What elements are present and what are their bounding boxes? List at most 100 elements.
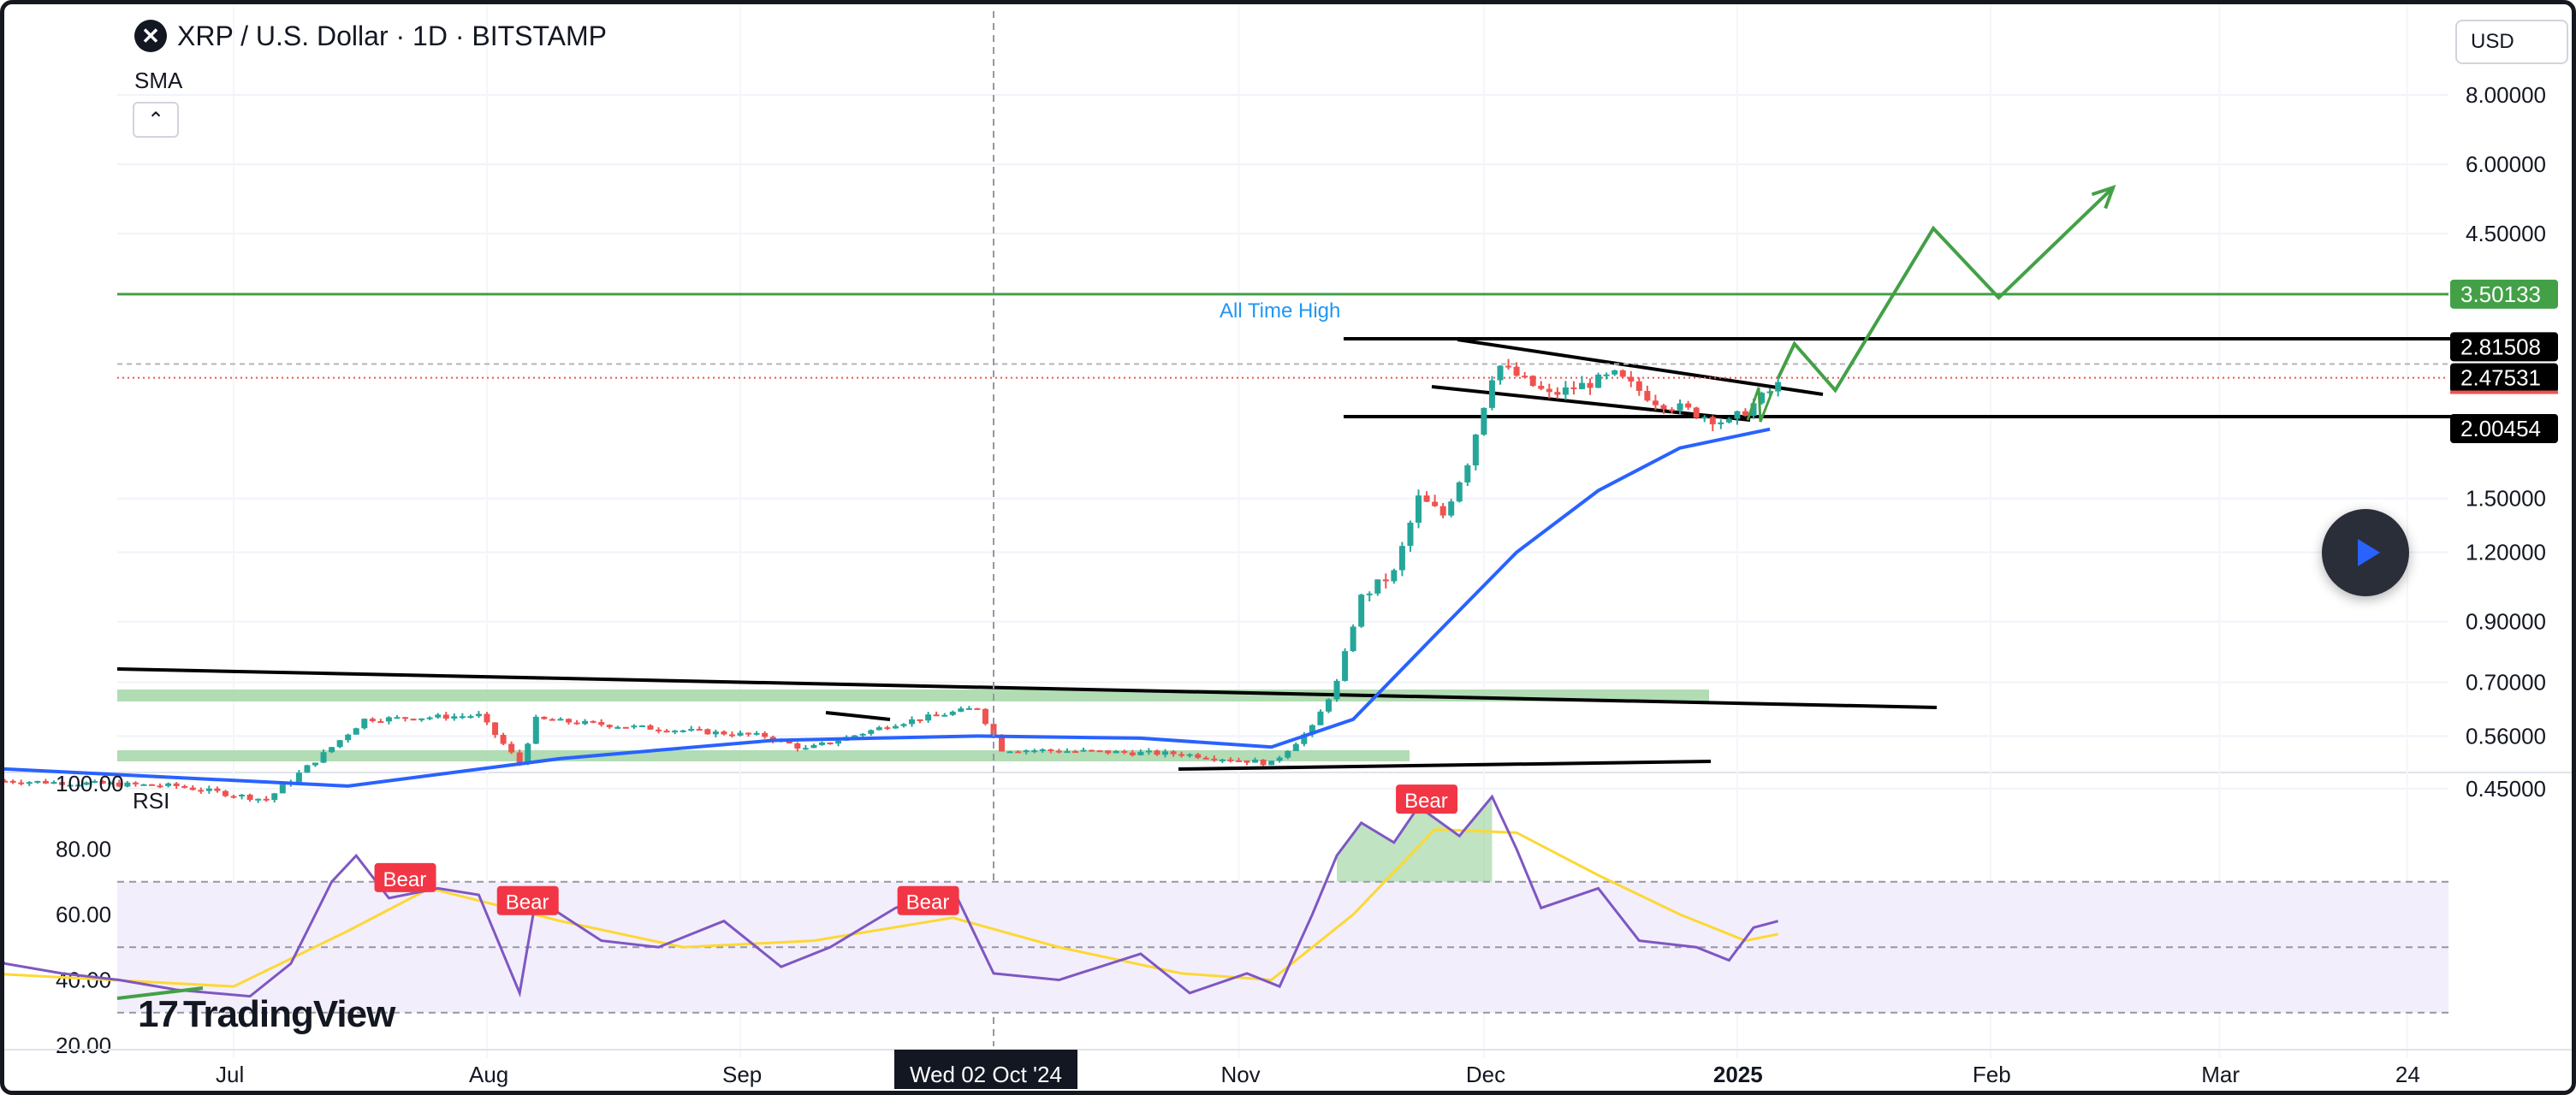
candle-body — [688, 729, 695, 731]
candle-body — [875, 727, 882, 731]
candle-body — [1039, 749, 1046, 752]
candle-body — [1766, 391, 1773, 394]
candle-body — [999, 735, 1006, 752]
candle-body — [377, 721, 384, 724]
candle-body — [304, 765, 311, 773]
candle-body — [753, 732, 760, 735]
candle-body — [1709, 417, 1716, 424]
candle-body — [320, 752, 327, 763]
candle-body — [385, 717, 392, 722]
candle-body — [165, 783, 172, 786]
time-tick-label: 2025 — [1713, 1062, 1763, 1087]
candle-body — [712, 731, 719, 735]
candle-body — [835, 740, 842, 744]
time-tick-label: Sep — [722, 1062, 762, 1087]
candle-body — [1595, 374, 1602, 388]
candle-body — [1350, 626, 1356, 652]
candle-body — [1235, 760, 1242, 762]
candle-body — [1718, 422, 1724, 424]
trendline — [825, 711, 891, 721]
candle-body — [124, 782, 131, 787]
candle-body — [1031, 750, 1038, 753]
candle-body — [1325, 699, 1332, 712]
candle-body — [1619, 370, 1626, 377]
price-label-box — [2450, 414, 2558, 444]
candle-body — [1382, 579, 1389, 582]
candle-body — [214, 788, 221, 791]
collapse-indicators-button[interactable]: ⌃ — [133, 102, 179, 138]
candle-body — [34, 780, 41, 783]
candle-body — [598, 722, 605, 725]
candle-body — [663, 731, 670, 733]
candle-body — [1481, 407, 1487, 435]
rsi-tick-label: 100.00 — [56, 771, 124, 796]
candle-body — [1276, 757, 1283, 761]
candle-body — [1391, 570, 1398, 582]
candle-body — [728, 734, 735, 737]
candle-body — [1554, 392, 1561, 395]
candle-body — [532, 716, 539, 744]
candle-body — [442, 714, 449, 719]
candle-body — [958, 708, 965, 712]
sma-indicator-label[interactable]: SMA — [134, 68, 183, 93]
sma-line — [4, 427, 1771, 788]
price-tick-label: 0.56000 — [2466, 723, 2546, 749]
replay-play-button[interactable] — [2322, 509, 2409, 596]
candle-body — [1660, 405, 1667, 410]
candle-body — [1407, 522, 1414, 547]
trendline — [1457, 338, 1824, 396]
symbol-header[interactable]: ✕ XRP / U.S. Dollar · 1D · BITSTAMP — [134, 20, 607, 52]
chart-canvas[interactable]: 8.00000 6.00000 4.50000 1.50000 1.20000 0.900… — [4, 4, 2576, 1095]
candle-body — [1513, 366, 1520, 376]
candle-body — [1398, 546, 1405, 571]
candle-body — [1202, 757, 1209, 760]
support-zone-lower — [117, 750, 1410, 761]
candle-body — [1669, 409, 1676, 411]
candle-body — [1243, 760, 1250, 763]
candle-body — [1439, 506, 1446, 516]
candle-body — [1742, 411, 1748, 417]
candle-body — [614, 726, 621, 729]
candle-body — [271, 793, 278, 801]
candle-body — [1644, 390, 1651, 401]
candle-body — [1064, 751, 1071, 754]
candle-body — [426, 717, 433, 719]
price-label-box — [2450, 363, 2558, 393]
candle-body — [1358, 595, 1365, 627]
candle-body — [345, 734, 352, 741]
xrp-logo-icon: ✕ — [134, 20, 167, 52]
candle-body — [1113, 750, 1119, 754]
candle-body — [58, 782, 65, 785]
candle-body — [762, 732, 769, 737]
currency-button[interactable]: USD — [2455, 20, 2568, 64]
candle-body — [606, 725, 613, 728]
candle-body — [1145, 750, 1152, 753]
candle-body — [1317, 711, 1324, 725]
play-icon — [2358, 539, 2380, 566]
candle-body — [802, 748, 809, 750]
candle-body — [909, 719, 916, 725]
price-tick-label: 0.90000 — [2466, 609, 2546, 635]
candle-body — [1178, 754, 1185, 756]
rsi-divergence-line — [116, 986, 204, 1000]
candle-body — [1628, 376, 1635, 382]
candle-body — [810, 744, 817, 749]
candle-body — [402, 717, 409, 719]
candle-body — [1759, 393, 1766, 404]
price-label-box — [2450, 279, 2558, 309]
price-tick-label: 8.00000 — [2466, 82, 2546, 108]
candle-body — [1055, 750, 1062, 753]
candle-body — [647, 725, 654, 730]
candle-body — [1546, 388, 1552, 393]
candle-body — [361, 719, 368, 729]
rsi-indicator-label[interactable]: RSI — [133, 788, 170, 814]
rsi-tick-label: 20.00 — [56, 1033, 111, 1058]
candle-body — [92, 780, 98, 783]
candle-body — [1211, 758, 1218, 761]
candle-body — [1635, 381, 1642, 391]
bear-badge-label: Bear — [1404, 790, 1448, 813]
candle-body — [704, 729, 711, 735]
candle-body — [965, 707, 972, 710]
candle-body — [1374, 579, 1381, 594]
candle-body — [500, 735, 507, 744]
